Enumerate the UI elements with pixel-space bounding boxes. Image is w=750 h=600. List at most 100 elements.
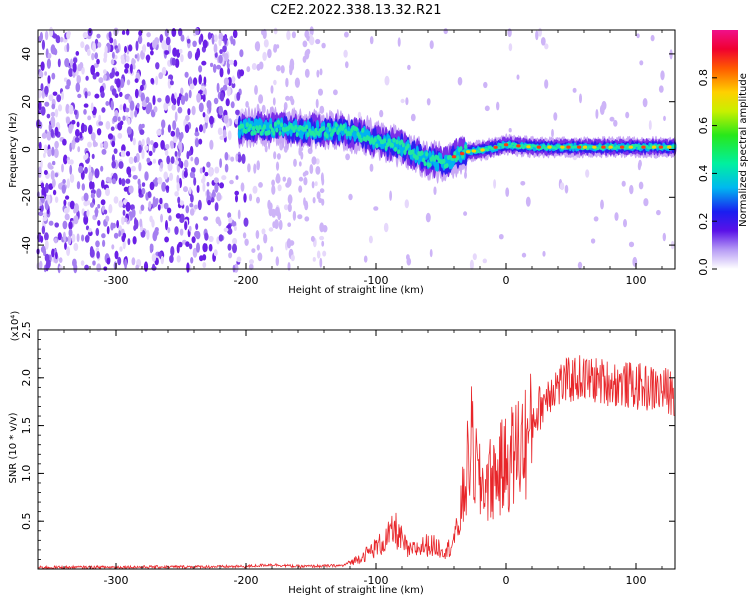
ridge-hotspot [566,145,571,149]
noise-dot [130,109,134,120]
noise-dot [287,194,293,205]
noise-dot [208,235,214,243]
ridge-mark [453,151,457,157]
noise-dot [211,34,215,45]
noise-dot [108,31,112,39]
noise-dot [235,194,238,203]
snr-panel: -300 -200 -100 0 100 0.5 1.0 1.5 2.0 2.5 Height o… [8,311,676,596]
noise-dot [254,41,260,51]
noise-dot [648,120,652,131]
noise-dot [111,51,115,59]
noise-dot [44,101,50,107]
ridge-hotspot [466,150,471,154]
x-tick-label: -300 [104,574,129,587]
noise-dot [44,30,49,41]
y-tick-label: 1.5 [20,417,33,435]
noise-dot [235,175,239,180]
ridge-mark [237,128,242,139]
noise-dot [44,239,49,250]
noise-dot [154,227,159,233]
noise-dot [214,166,220,174]
noise-dot [219,135,224,140]
noise-dot [227,212,232,219]
noise-dot [63,199,67,206]
noise-dot [291,31,296,39]
noise-dot [309,36,315,46]
noise-dot [213,249,218,257]
noise-dot [321,176,325,186]
noise-dot [124,68,129,74]
noise-dot [161,181,167,192]
ridge-hotspot [576,145,582,149]
snr-frame [37,329,676,570]
noise-dot [275,161,280,171]
noise-dot [46,113,51,119]
noise-dot [40,106,46,116]
noise-dot [172,47,178,57]
noise-dot [270,85,274,94]
noise-dot [125,151,131,157]
noise-dot [127,238,131,246]
noise-dot [50,111,56,117]
noise-dot [256,160,261,171]
noise-dot [246,66,251,73]
noise-dot [106,226,110,235]
noise-dot [190,194,194,203]
noise-dot [222,45,227,53]
noise-dot [50,128,54,138]
ridge-mark [273,121,277,127]
noise-dot [194,131,200,137]
noise-dot [44,71,47,76]
noise-dot [293,158,297,167]
noise-dot [161,119,166,129]
noise-dot [146,54,150,63]
noise-dot [623,219,627,228]
noise-dot [79,131,83,139]
snr-background [38,330,675,569]
noise-dot [40,194,45,204]
noise-dot [112,115,118,123]
noise-dot [613,119,618,127]
noise-dot [111,88,117,96]
noise-dot [111,178,116,185]
noise-dot [179,133,183,143]
noise-dot [309,26,314,36]
noise-dot [199,124,203,133]
noise-dot [84,91,88,99]
noise-dot [111,154,115,163]
noise-dot [163,171,168,180]
noise-dot [241,153,246,164]
snr-ticks: -300 -200 -100 0 100 0.5 1.0 1.5 2.0 2.5 [20,321,675,587]
noise-dot [146,157,151,163]
noise-dot [140,92,145,103]
ridge-mark [375,143,379,149]
noise-dot [157,97,162,103]
noise-dot [191,236,196,244]
noise-dot [271,184,276,195]
noise-dot [150,50,154,56]
noise-dot [66,31,71,40]
y-tick-label: 1.0 [20,465,33,483]
noise-dot [273,79,277,86]
noise-dot [214,202,219,212]
noise-dot [183,170,188,178]
noise-dot [166,207,172,214]
ridge-hotspot [582,145,588,149]
noise-dot [319,235,325,241]
ridge-mark [534,144,538,148]
noise-dot [222,84,228,91]
colorbar-tick-label: 0.0 [697,258,710,276]
noise-dot [122,239,126,250]
noise-dot [92,42,96,53]
ridge-hotspot [601,145,606,149]
noise-dot [104,45,108,54]
colorbar-tick-label: 0.6 [697,117,710,135]
noise-dot [231,82,236,89]
noise-dot [159,34,164,43]
noise-dot [51,119,56,128]
ridge-mark [294,124,298,130]
noise-dot [642,98,648,108]
noise-dot [63,154,68,165]
noise-dot [72,62,77,73]
noise-dot [180,54,184,63]
